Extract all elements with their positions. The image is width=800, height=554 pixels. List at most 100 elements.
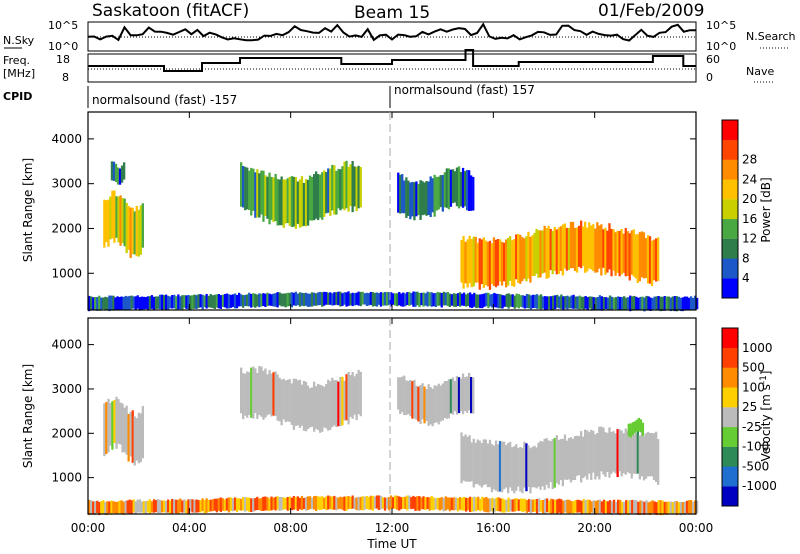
velocity-echo-cell (571, 438, 575, 481)
power-echo-cell (651, 298, 654, 311)
velocity-range-tick-label: 4000 (51, 338, 82, 352)
power-echo-cell (371, 292, 374, 307)
power-echo-cell (543, 225, 546, 273)
velocity-echo-cell (128, 499, 131, 515)
power-echo-cell (284, 179, 287, 224)
power-echo-cell (248, 292, 251, 307)
velocity-echo-cell (466, 376, 469, 413)
power-echo-cell (272, 177, 275, 222)
nsearch-label: N.Search (746, 30, 796, 43)
power-echo-cell (406, 292, 409, 305)
power-echo-cell (114, 297, 117, 311)
power-echo-cell (343, 161, 346, 211)
noise-sky-line (87, 22, 697, 42)
power-echo-cell (529, 236, 532, 283)
velocity-echo-cell (503, 441, 506, 490)
time-tick-label: 00:00 (71, 521, 106, 535)
power-echo-cell (442, 291, 445, 306)
power-echo-cell (521, 237, 524, 282)
velocity-echo-cell (351, 372, 354, 419)
power-echo-cell (246, 294, 249, 307)
power-echo-cell (438, 292, 441, 306)
power-echo-cell (254, 172, 257, 218)
power-echo-cell (551, 230, 554, 275)
velocity-echo-cell (270, 373, 273, 417)
power-echo-cell (132, 296, 135, 309)
power-echo-cell (503, 242, 506, 282)
power-echo-cell (120, 296, 123, 311)
power-echo-cell (331, 164, 334, 211)
power-echo-cell (310, 292, 314, 307)
power-echo-cell (127, 206, 130, 250)
power-echo-cell (612, 229, 615, 271)
velocity-echo-cell (434, 498, 437, 510)
power-echo-cell (298, 179, 302, 228)
velocity-echo-cell (414, 496, 417, 511)
power-echo-cell (527, 231, 530, 279)
power-echo-cell (118, 168, 122, 185)
velocity-echo-cell (586, 499, 589, 515)
power-echo-cell (547, 225, 550, 278)
velocity-echo-cell (444, 496, 447, 511)
power-echo-cell (266, 176, 269, 219)
power-echo-cell (525, 294, 529, 308)
power-echo-cell (106, 297, 109, 310)
velocity-echo-cell (630, 426, 633, 479)
power-colorbar-swatch (722, 218, 738, 239)
velocity-echo-cell (394, 495, 397, 509)
power-echo-cell (537, 295, 541, 309)
velocity-echo-cell (648, 432, 652, 477)
velocity-echo-cell (427, 384, 430, 426)
velocity-echo-cell (436, 497, 439, 510)
velocity-echo-cell (256, 496, 259, 510)
velocity-echo-cell (625, 500, 628, 515)
power-echo-cell (171, 295, 174, 309)
power-echo-cell (98, 295, 101, 311)
power-echo-cell (392, 293, 395, 305)
power-echo-cell (429, 176, 432, 217)
velocity-echo-cell (203, 499, 206, 514)
velocity-echo-cell (544, 498, 547, 514)
power-echo-cell (596, 297, 599, 310)
power-colorbar-swatch (722, 159, 738, 180)
power-echo-cell (548, 296, 551, 309)
velocity-echo-cell (229, 497, 233, 511)
velocity-echo-cell (278, 497, 281, 511)
velocity-echo-cell (246, 497, 249, 511)
power-echo-cell (483, 293, 486, 307)
station-title: Saskatoon (fitACF) (92, 1, 249, 21)
power-echo-cell (296, 293, 299, 306)
velocity-echo-cell (552, 499, 555, 514)
velocity-echo-cell (551, 439, 554, 490)
power-echo-cell (480, 239, 483, 284)
power-echo-cell (472, 236, 475, 287)
velocity-echo-cell (447, 379, 450, 419)
velocity-echo-cell (501, 498, 504, 513)
power-echo-cell (122, 296, 125, 310)
power-echo-cell (460, 240, 463, 283)
power-echo-cell (357, 291, 360, 306)
power-echo-cell (443, 172, 446, 208)
power-echo-cell (545, 228, 548, 279)
power-echo-cell (256, 169, 259, 218)
velocity-echo-cell (468, 372, 471, 411)
power-echo-cell (628, 233, 631, 281)
velocity-echo-cell (570, 501, 573, 513)
power-echo-cell (306, 293, 310, 307)
velocity-echo-cell (353, 497, 356, 509)
power-echo-cell (156, 296, 160, 309)
velocity-echo-cell (513, 446, 516, 494)
power-echo-cell (385, 292, 389, 306)
power-echo-cell (462, 236, 465, 289)
velocity-echo-cell (107, 398, 110, 453)
power-echo-cell (673, 296, 676, 312)
power-echo-cell (189, 295, 192, 310)
velocity-echo-cell (88, 499, 91, 516)
velocity-echo-cell (457, 377, 461, 414)
time-tick-label: 00:00 (679, 521, 714, 535)
velocity-echo-cell (288, 496, 291, 511)
power-echo-cell (453, 171, 457, 203)
velocity-echo-cell (614, 501, 618, 515)
power-echo-cell (564, 296, 567, 309)
velocity-echo-cell (475, 497, 478, 512)
